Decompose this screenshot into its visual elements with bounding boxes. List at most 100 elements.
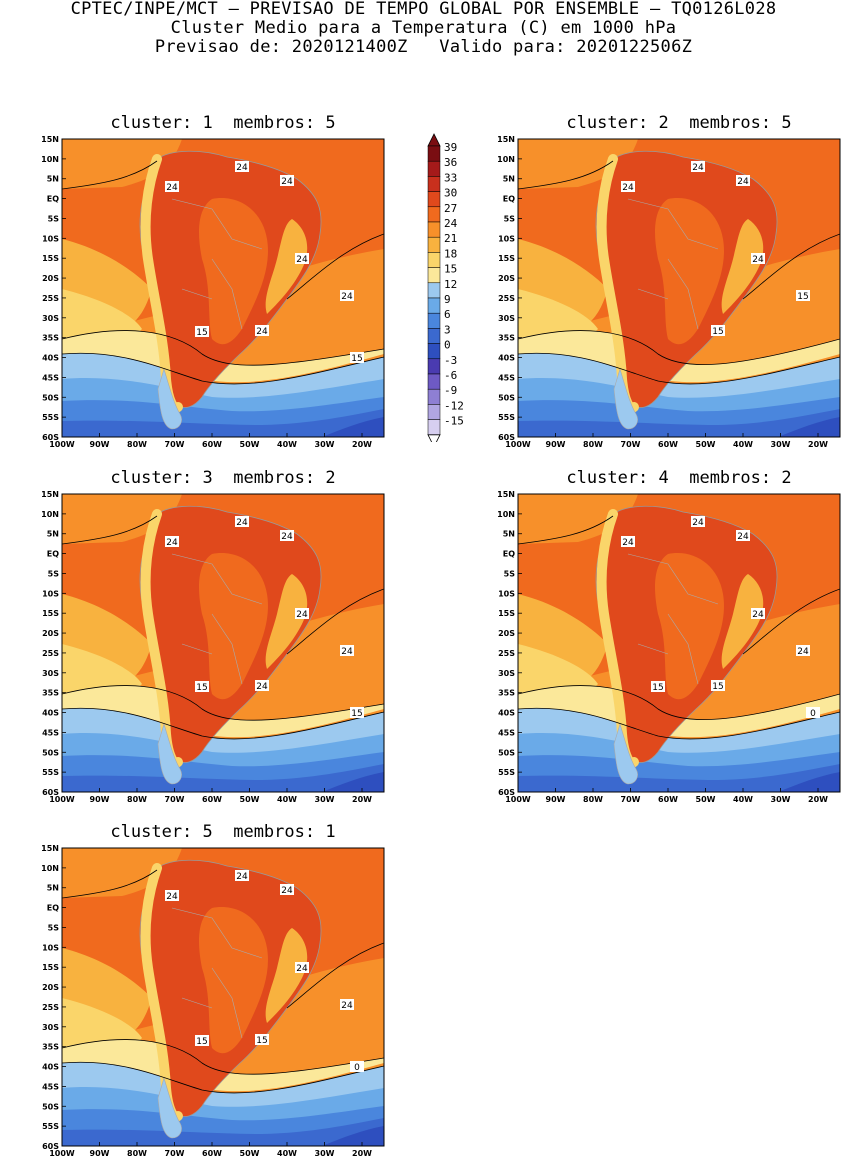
- lat-tick-label: 10N: [41, 510, 59, 519]
- lat-tick-label: 5S: [48, 923, 60, 932]
- header-line-2: Cluster Medio para a Temperatura (C) em …: [170, 18, 677, 38]
- lat-tick-label: 20S: [498, 274, 515, 283]
- colorbar-swatch: [427, 358, 441, 375]
- lat-tick-label: 45S: [42, 728, 59, 737]
- contour-label: 24: [340, 290, 354, 302]
- temperature-map: 24 24 24 24 24 15 15 0 15N 10N 5N EQ 5S 10S 15S 20S 25S 3…: [497, 490, 841, 804]
- contour-label: 0: [350, 1061, 364, 1073]
- lon-tick-label: 20W: [352, 795, 372, 804]
- page-header: CPTEC/INPE/MCT – PREVISAO DE TEMPO GLOBA…: [0, 0, 847, 57]
- contour-label: 24: [235, 516, 249, 528]
- lat-tick-label: 15S: [498, 254, 515, 263]
- lon-tick-label: 100W: [505, 440, 531, 449]
- colorbar-label: -12: [444, 399, 464, 412]
- header-line-1: CPTEC/INPE/MCT – PREVISAO DE TEMPO GLOBA…: [70, 0, 777, 19]
- contour-label: 24: [280, 175, 294, 187]
- colorbar-swatch: [427, 419, 441, 436]
- lat-tick-label: 15N: [41, 844, 59, 853]
- svg-text:0: 0: [354, 1063, 360, 1073]
- lat-tick-label: 20S: [42, 629, 59, 638]
- lat-tick-label: 15S: [42, 609, 59, 618]
- colorbar-swatch: [427, 176, 441, 192]
- lat-tick-label: EQ: [503, 550, 515, 559]
- lat-tick-label: 50S: [42, 393, 59, 402]
- panel-title: cluster: 3 membros: 2: [110, 468, 336, 488]
- lat-tick-label: 60S: [498, 433, 515, 442]
- svg-text:24: 24: [296, 610, 308, 620]
- contour-label: 24: [165, 181, 179, 193]
- colorbar-label: 39: [444, 141, 457, 154]
- lon-tick-label: 30W: [771, 795, 791, 804]
- lat-tick-label: 60S: [42, 788, 59, 797]
- colorbar-label: 36: [444, 156, 457, 169]
- contour-label: 15: [350, 707, 364, 719]
- contour-label: 24: [295, 962, 309, 974]
- svg-text:15: 15: [196, 683, 207, 693]
- colorbar-label: 21: [444, 232, 457, 245]
- lat-tick-label: 5S: [48, 214, 60, 223]
- lon-tick-label: 30W: [315, 1149, 335, 1158]
- panel-title: cluster: 5 membros: 1: [110, 822, 336, 842]
- colorbar-label: 30: [444, 187, 457, 200]
- lat-tick-label: 10N: [41, 864, 59, 873]
- lon-tick-label: 50W: [240, 1149, 260, 1158]
- lon-tick-label: 90W: [90, 1149, 110, 1158]
- lon-tick-label: 30W: [315, 440, 335, 449]
- lon-tick-label: 90W: [90, 440, 110, 449]
- lat-tick-label: 5N: [47, 530, 59, 539]
- lat-tick-label: 20S: [498, 629, 515, 638]
- svg-text:15: 15: [712, 682, 723, 692]
- contour-label: 24: [255, 680, 269, 692]
- contour-label: 15: [195, 326, 209, 338]
- lat-tick-label: 45S: [498, 728, 515, 737]
- contour-label: 24: [691, 516, 705, 528]
- lon-tick-label: 100W: [49, 1149, 75, 1158]
- colorbar-swatch: [427, 312, 441, 329]
- lon-tick-label: 100W: [49, 795, 75, 804]
- lon-tick-label: 40W: [277, 795, 297, 804]
- panel-title: cluster: 1 membros: 5: [110, 113, 336, 133]
- colorbar-label: 9: [444, 293, 451, 306]
- contour-label: 24: [280, 530, 294, 542]
- lat-tick-label: 15N: [41, 490, 59, 499]
- lat-tick-label: 15N: [497, 135, 515, 144]
- lat-tick-label: 45S: [42, 373, 59, 382]
- contour-label: 24: [796, 645, 810, 657]
- lon-tick-label: 80W: [583, 440, 603, 449]
- svg-text:24: 24: [236, 518, 248, 528]
- colorbar-swatch: [427, 252, 441, 268]
- colorbar-swatch: [427, 404, 441, 420]
- lat-tick-label: 55S: [42, 768, 59, 777]
- contour-label: 24: [736, 175, 750, 187]
- contour-label: 15: [195, 1035, 209, 1047]
- lon-tick-label: 20W: [808, 795, 828, 804]
- lon-tick-label: 40W: [733, 795, 753, 804]
- lon-tick-label: 60W: [658, 440, 678, 449]
- lat-tick-label: 55S: [42, 1122, 59, 1131]
- lat-tick-label: 60S: [42, 433, 59, 442]
- lon-tick-label: 40W: [277, 1149, 297, 1158]
- lat-tick-label: 45S: [42, 1082, 59, 1091]
- colorbar-label: -15: [444, 415, 464, 428]
- lat-tick-label: 30S: [498, 669, 515, 678]
- contour-label: 0: [806, 707, 820, 719]
- lat-tick-label: 55S: [498, 768, 515, 777]
- lat-tick-label: 5N: [503, 530, 515, 539]
- svg-text:24: 24: [692, 518, 704, 528]
- lon-tick-label: 20W: [352, 440, 372, 449]
- panel-title: cluster: 4 membros: 2: [566, 468, 792, 488]
- lon-tick-label: 70W: [165, 795, 185, 804]
- temperature-map: 24 24 24 24 24 24 15 15 15N 10N 5N EQ 5S 10S 15S 20S 25S…: [41, 490, 385, 804]
- colorbar-swatch: [427, 267, 441, 284]
- svg-text:15: 15: [351, 354, 362, 364]
- header-line-3: Previsao de: 2020121400Z Valido para: 20…: [154, 37, 693, 57]
- svg-text:24: 24: [296, 255, 308, 265]
- svg-text:24: 24: [341, 1001, 353, 1011]
- lon-tick-label: 60W: [202, 440, 222, 449]
- lat-tick-label: 40S: [42, 1063, 59, 1072]
- lat-tick-label: 15S: [498, 609, 515, 618]
- lat-tick-label: 20S: [42, 274, 59, 283]
- svg-text:24: 24: [752, 255, 764, 265]
- lat-tick-label: 10S: [498, 234, 515, 243]
